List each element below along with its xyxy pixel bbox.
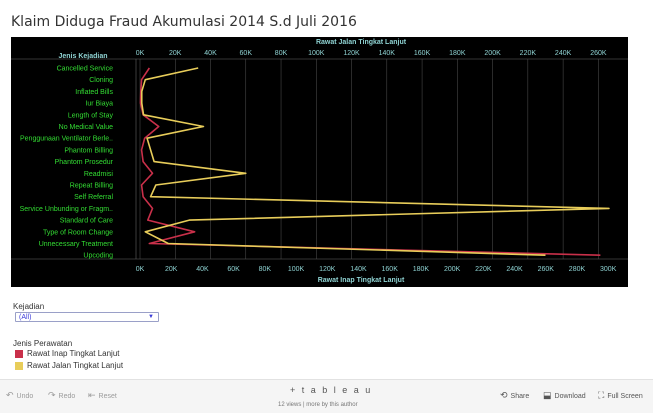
row-header: Jenis Kejadian [58, 53, 107, 60]
series-line-rawat-jalan[interactable] [140, 67, 610, 256]
undo-button[interactable]: ↶ Undo [6, 390, 34, 400]
download-icon: ⬓ [543, 390, 552, 400]
bottom-tick-label: 20K [165, 266, 178, 273]
top-tick-label: 100K [308, 50, 325, 57]
category-label: Standard of Care [60, 218, 113, 225]
top-tick-label: 20K [169, 50, 182, 57]
kejadian-dropdown[interactable]: (All) ▼ [15, 312, 159, 322]
series-lines [139, 67, 610, 256]
category-label: Cancelled Service [57, 66, 114, 73]
legend-swatch [15, 349, 23, 358]
category-label: Inflated Bills [75, 89, 113, 96]
category-label: Unnecessary Treatment [39, 241, 113, 248]
category-label: Phantom Prosedur [55, 159, 114, 166]
undo-icon: ↶ [6, 390, 14, 400]
download-button[interactable]: ⬓ Download [543, 390, 586, 400]
category-label: Cloning [89, 77, 113, 84]
top-tick-label: 40K [204, 50, 217, 57]
redo-button[interactable]: ↷ Redo [48, 390, 76, 400]
category-label: Self Referral [74, 194, 113, 201]
views-count[interactable]: 12 views | more by this author [278, 402, 358, 408]
bottom-tick-label: 280K [569, 266, 586, 273]
tableau-toolbar: ↶ Undo ↷ Redo ⇤ Reset + t a b l e a u 12 vi… [0, 379, 653, 413]
grid-lines [11, 58, 628, 260]
tableau-logo[interactable]: + t a b l e a u [290, 385, 373, 395]
bottom-tick-label: 0K [136, 266, 145, 273]
category-labels: Cancelled Service Cloning Inflated Bills Iu… [20, 66, 114, 260]
top-tick-label: 80K [275, 50, 288, 57]
bottom-tick-label: 240K [506, 266, 523, 273]
bottom-tick-label: 220K [475, 266, 492, 273]
category-label: Length of Stay [68, 112, 114, 119]
category-label: Repeat Billing [70, 183, 113, 190]
bottom-axis-title: Rawat Inap Tingkat Lanjut [318, 277, 405, 284]
top-tick-label: 180K [449, 50, 466, 57]
legend-title: Jenis Perawatan [13, 339, 73, 348]
bottom-tick-label: 200K [444, 266, 461, 273]
bottom-tick-label: 60K [227, 266, 240, 273]
top-tick-label: 220K [520, 50, 537, 57]
bottom-tick-label: 160K [382, 266, 399, 273]
bottom-tick-label: 120K [319, 266, 336, 273]
fullscreen-button[interactable]: ⛶ Full Screen [598, 390, 643, 400]
top-axis-ticks: 0K 20K 40K 60K 80K 100K 120K 140K 160K 180K 200K 22… [136, 50, 607, 57]
top-tick-label: 200K [484, 50, 501, 57]
dropdown-arrow-icon: ▼ [148, 314, 154, 320]
top-axis-title: Rawat Jalan Tingkat Lanjut [316, 39, 407, 46]
share-icon: ⟲ [500, 390, 508, 400]
top-tick-label: 60K [240, 50, 253, 57]
redo-icon: ↷ [48, 390, 56, 400]
category-label: Penggunaan Ventilator Berle.. [20, 136, 113, 143]
bottom-tick-label: 300K [600, 266, 617, 273]
top-tick-label: 140K [379, 50, 396, 57]
top-tick-label: 160K [414, 50, 431, 57]
legend-swatch [15, 361, 23, 370]
legend-item-rawat-inap[interactable]: Rawat Inap Tingkat Lanjut [15, 349, 120, 359]
legend-item-rawat-jalan[interactable]: Rawat Jalan Tingkat Lanjut [15, 361, 123, 371]
bottom-tick-label: 260K [538, 266, 555, 273]
category-label: Phantom Billing [64, 147, 113, 154]
category-label: Type of Room Change [43, 229, 113, 236]
fullscreen-icon: ⛶ [598, 390, 605, 400]
bottom-tick-label: 40K [196, 266, 209, 273]
bottom-axis-ticks: 0K 20K 40K 60K 80K 100K 120K 140K 160K 180K 200K 22… [136, 266, 617, 273]
revert-icon: ⇤ [88, 390, 96, 400]
filter-label: Kejadian [13, 302, 45, 311]
category-label: Service Unbunding or Fragm.. [20, 206, 113, 213]
category-label: No Medical Value [59, 124, 113, 131]
category-label: Upcoding [83, 253, 113, 260]
top-tick-label: 240K [555, 50, 572, 57]
bottom-tick-label: 180K [413, 266, 430, 273]
chart-background [11, 37, 628, 287]
fraud-chart[interactable]: Rawat Jalan Tingkat Lanjut Rawat Inap Ti… [11, 37, 628, 287]
share-button[interactable]: ⟲ Share [500, 390, 530, 400]
dropdown-value: (All) [19, 314, 32, 321]
category-label: Readmisi [84, 171, 114, 178]
top-tick-label: 260K [590, 50, 607, 57]
category-label: Iur Biaya [85, 101, 113, 108]
bottom-tick-label: 100K [288, 266, 305, 273]
top-tick-label: 0K [136, 50, 145, 57]
bottom-tick-label: 140K [350, 266, 367, 273]
series-line-rawat-inap[interactable] [139, 67, 601, 256]
legend-label: Rawat Jalan Tingkat Lanjut [27, 361, 124, 370]
page-title: Klaim Diduga Fraud Akumulasi 2014 S.d Ju… [11, 14, 357, 30]
bottom-tick-label: 80K [259, 266, 272, 273]
legend-label: Rawat Inap Tingkat Lanjut [27, 349, 120, 358]
top-tick-label: 120K [343, 50, 360, 57]
revert-button[interactable]: ⇤ Reset [88, 390, 117, 400]
